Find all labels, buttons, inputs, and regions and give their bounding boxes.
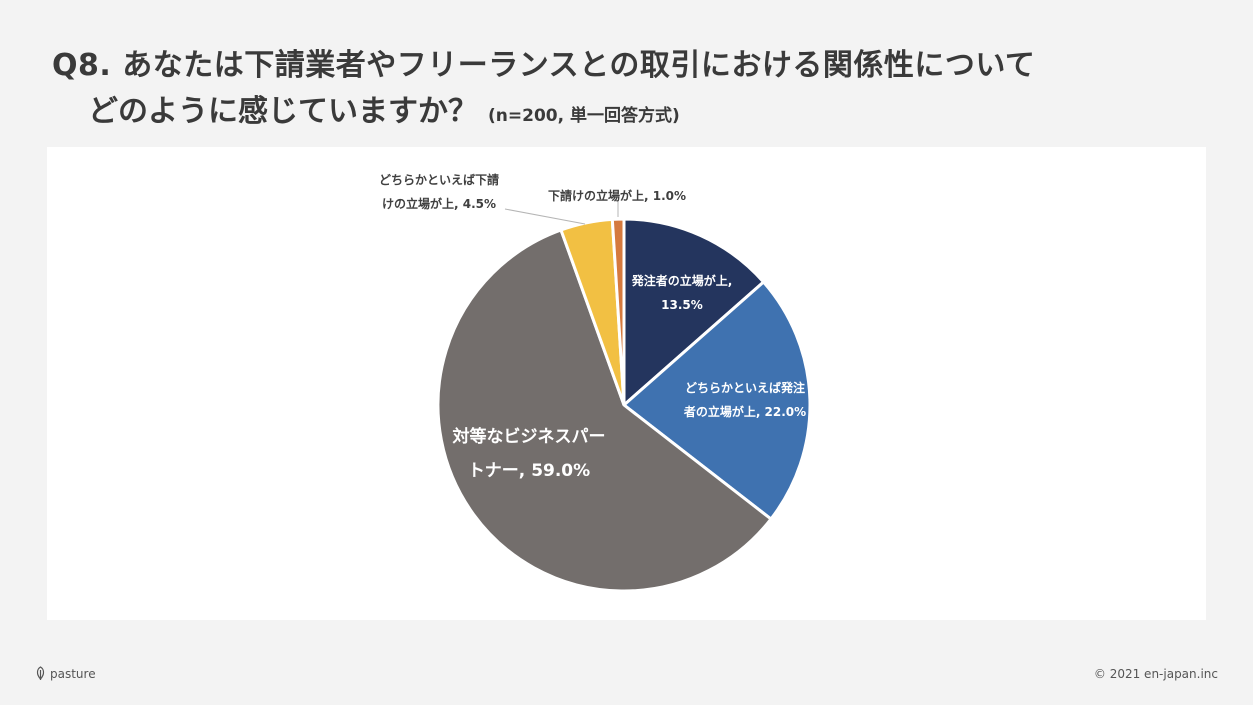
footer-logo: pasture xyxy=(35,666,96,681)
data-label: 対等なビジネスパートナー, 59.0% xyxy=(452,426,606,481)
page-subtitle: どのように感じていますか？ (n=200, 単一回答方式) xyxy=(88,86,680,130)
sample-note: (n=200, 単一回答方式) xyxy=(488,106,680,126)
data-label: どちらかといえば下請けの立場が上, 4.5% xyxy=(379,172,499,211)
data-label: どちらかといえば発注者の立場が上, 22.0% xyxy=(683,380,806,419)
question-text: どのように感じていますか？ xyxy=(88,94,478,129)
leaf-icon xyxy=(36,666,45,680)
pie-slice xyxy=(436,228,774,593)
data-label: 下請けの立場が上, 1.0% xyxy=(548,188,686,203)
page-title: Q8. あなたは下請業者やフリーランスとの取引における関係性について xyxy=(52,48,1036,83)
data-label: 発注者の立場が上, 13.5% xyxy=(631,273,733,312)
chart-panel: 発注者の立場が上, 13.5% どちらかといえば発注者の立場が上, 22.0% 対等な… xyxy=(47,147,1206,620)
pie-slice xyxy=(610,217,626,406)
pie-chart: 発注者の立場が上, 13.5% どちらかといえば発注者の立場が上, 22.0% 対等な… xyxy=(379,172,812,593)
pie-slice xyxy=(621,279,812,522)
logo-text: pasture xyxy=(50,666,96,681)
copyright: © 2021 en-japan.inc xyxy=(1093,667,1218,681)
pie-slice xyxy=(622,217,766,409)
leader-line xyxy=(504,208,586,225)
